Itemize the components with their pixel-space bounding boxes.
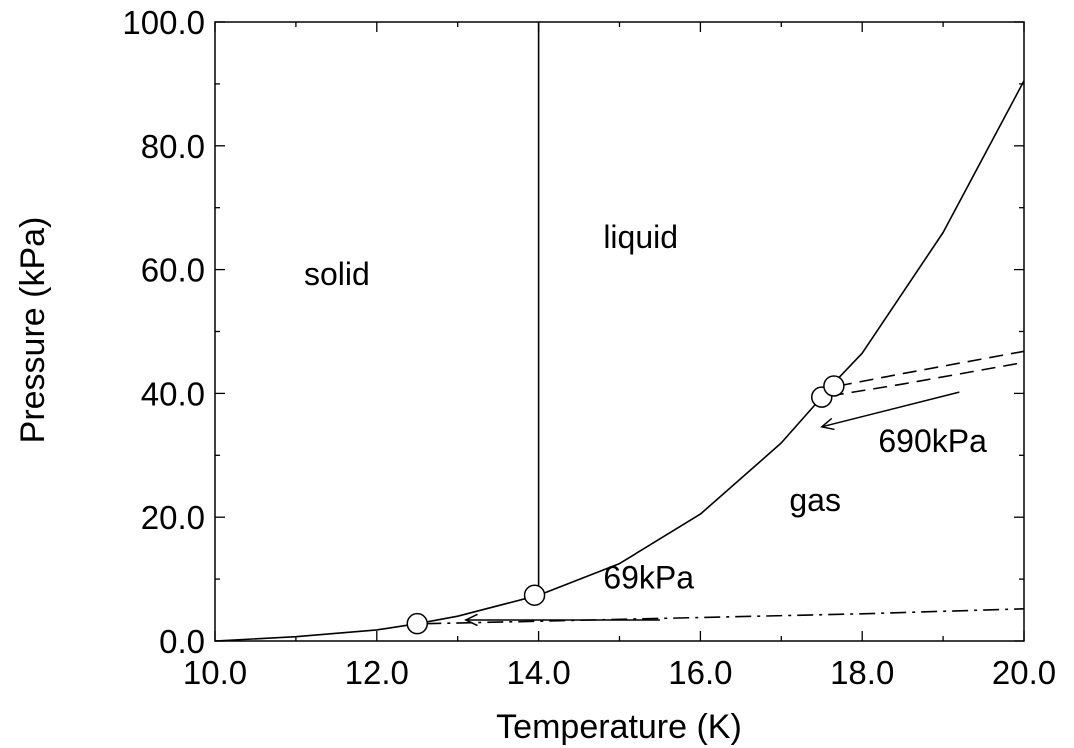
x-tick-label: 14.0 [506, 654, 570, 691]
y-tick-label: 0.0 [159, 623, 205, 660]
y-axis-title: Pressure (kPa) [14, 217, 52, 444]
series-line-1 [214, 80, 1025, 642]
series-line-3 [425, 608, 1025, 625]
annotation-label: liquid [603, 219, 678, 255]
y-tick-label: 60.0 [141, 252, 205, 289]
x-tick-label: 20.0 [992, 654, 1056, 691]
axis-ticks [214, 21, 1025, 642]
y-tick-label: 100.0 [122, 4, 205, 41]
annotation-label: solid [304, 256, 370, 292]
x-tick-label: 10.0 [183, 654, 247, 691]
x-tick-label: 16.0 [668, 654, 732, 691]
y-tick-labels: 0.0 20.0 40.0 60.0 80.0 100.0 [122, 4, 205, 660]
annotation-label: 690kPa [878, 423, 987, 459]
arrow [820, 391, 960, 431]
annotation-label: 69kPa [603, 559, 694, 595]
y-tick-label: 40.0 [141, 375, 205, 412]
annotation-arrows [464, 391, 960, 627]
series-line-5 [829, 361, 1025, 397]
arrow [464, 613, 660, 627]
data-series [214, 22, 1025, 642]
series-line-4 [837, 350, 1025, 387]
x-axis-title: Temperature (K) [496, 708, 742, 746]
open-circle-marker [823, 375, 845, 397]
x-tick-labels: 10.0 12.0 14.0 16.0 18.0 20.0 [183, 654, 1056, 691]
annotation-label: gas [789, 482, 841, 518]
plot-frame [214, 21, 1025, 642]
x-tick-label: 18.0 [830, 654, 894, 691]
open-circle-marker [523, 584, 546, 606]
data-markers [406, 375, 845, 635]
x-tick-label: 12.0 [345, 654, 409, 691]
y-tick-label: 80.0 [141, 128, 205, 165]
y-tick-label: 20.0 [141, 499, 205, 536]
annotations: solid liquid gas 690kPa 69kPa [304, 219, 987, 595]
open-circle-marker [406, 612, 428, 635]
